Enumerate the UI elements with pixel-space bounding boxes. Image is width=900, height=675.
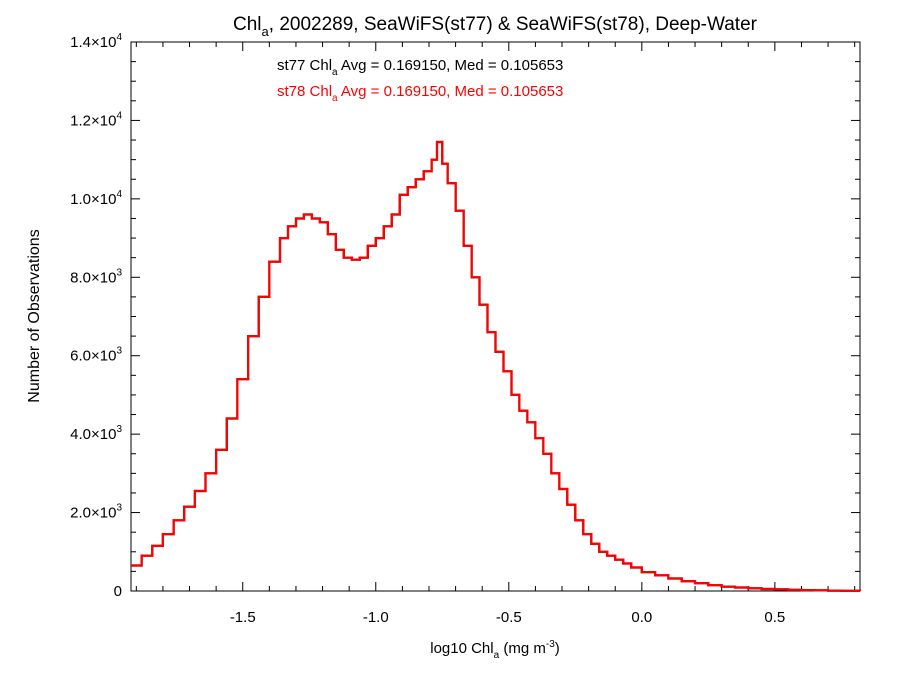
plot-frame bbox=[130, 41, 861, 592]
x-axis-label: log10 Chla (mg m-3) bbox=[430, 639, 560, 661]
y-tick-label: 1.0×104 bbox=[70, 189, 122, 208]
series-st77-line bbox=[131, 140, 862, 592]
x-tick-labels: -1.5 -1.0 -0.5 0.0 0.5 bbox=[230, 609, 785, 626]
y-tick-label: 6.0×103 bbox=[70, 346, 122, 365]
y-tick-label: 1.2×104 bbox=[70, 110, 122, 129]
x-tick-label: 0.5 bbox=[764, 609, 785, 626]
y-tick-label: 1.4×104 bbox=[70, 32, 122, 51]
y-tick-label: 4.0×103 bbox=[70, 424, 122, 443]
axis-ticks bbox=[131, 41, 860, 592]
y-axis-label: Number of Observations bbox=[26, 229, 43, 402]
series-st78-line bbox=[131, 140, 862, 592]
x-tick-label: -1.0 bbox=[363, 609, 389, 626]
y-tick-labels: 0 2.0×103 4.0×103 6.0×103 8.0×103 1.0×104 1.2×… bbox=[70, 32, 122, 600]
y-tick-label: 0 bbox=[114, 583, 122, 600]
y-tick-label: 2.0×103 bbox=[70, 503, 122, 522]
st78-stats-annotation: st78 Chla Avg = 0.169150, Med = 0.105653 bbox=[277, 83, 563, 104]
x-tick-label: -0.5 bbox=[496, 609, 522, 626]
chart-title: Chla, 2002289, SeaWiFS(st77) & SeaWiFS(s… bbox=[233, 14, 758, 39]
x-tick-label: 0.0 bbox=[631, 609, 652, 626]
y-tick-label: 8.0×103 bbox=[70, 267, 122, 286]
st77-stats-annotation: st77 Chla Avg = 0.169150, Med = 0.105653 bbox=[277, 57, 563, 78]
series-layer bbox=[131, 140, 862, 592]
x-tick-label: -1.5 bbox=[230, 609, 256, 626]
